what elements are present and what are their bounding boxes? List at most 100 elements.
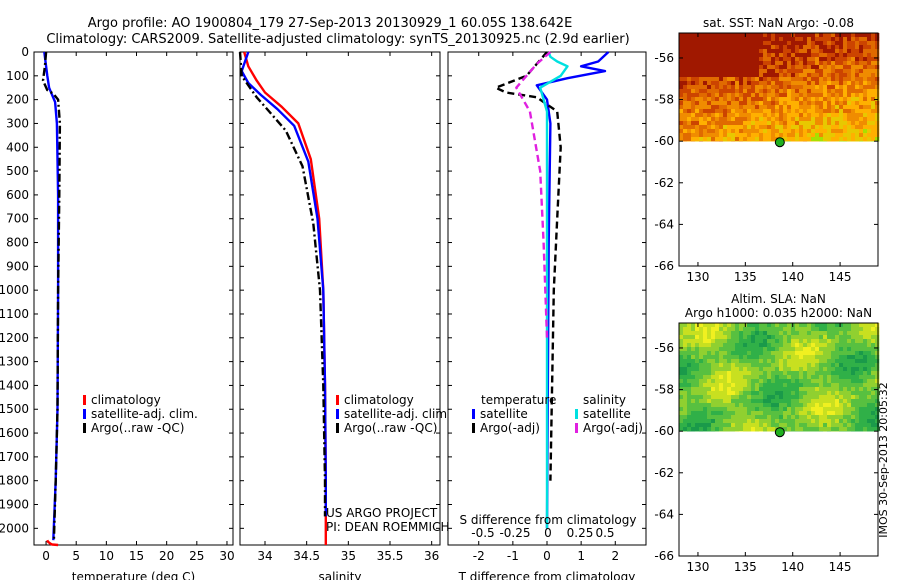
s-tick-label: -0.25 [499, 526, 530, 540]
heatmap-cell [723, 37, 728, 42]
heatmap-cell [815, 407, 820, 412]
heatmap-cell [755, 355, 760, 360]
heatmap-cell [707, 395, 712, 400]
heatmap-cell [851, 93, 856, 98]
heatmap-cell [859, 415, 864, 420]
heatmap-cell [787, 89, 792, 94]
heatmap-cell [751, 359, 756, 364]
heatmap-cell [747, 359, 752, 364]
heatmap-cell [739, 359, 744, 364]
heatmap-cell [707, 347, 712, 352]
heatmap-cell [791, 351, 796, 356]
heatmap-cell [867, 335, 872, 340]
heatmap-cell [819, 395, 824, 400]
heatmap-cell [691, 347, 696, 352]
heatmap-cell [691, 93, 696, 98]
heatmap-cell [743, 109, 748, 114]
heatmap-cell [703, 355, 708, 360]
heatmap-cell [783, 105, 788, 110]
heatmap-cell [759, 33, 764, 38]
heatmap-cell [687, 383, 692, 388]
heatmap-cell [695, 109, 700, 114]
heatmap-cell [871, 33, 876, 38]
heatmap-cell [867, 105, 872, 110]
legend-label: Argo(..raw -QC) [344, 421, 437, 435]
heatmap-cell [731, 129, 736, 134]
heatmap-cell [863, 327, 868, 332]
heatmap-cell [751, 81, 756, 86]
heatmap-cell [771, 351, 776, 356]
heatmap-cell [859, 375, 864, 380]
heatmap-cell [727, 121, 732, 126]
heatmap-cell [811, 33, 816, 38]
heatmap-cell [819, 113, 824, 118]
heatmap-cell [695, 415, 700, 420]
heatmap-cell [683, 355, 688, 360]
heatmap-cell [867, 363, 872, 368]
heatmap-cell [819, 343, 824, 348]
heatmap-cell [775, 379, 780, 384]
heatmap-cell [779, 113, 784, 118]
heatmap-cells [679, 33, 880, 142]
heatmap-cell [831, 33, 836, 38]
heatmap-cell [783, 331, 788, 336]
heatmap-cell [827, 137, 832, 142]
heatmap-cell [867, 69, 872, 74]
heatmap-cell [731, 97, 736, 102]
heatmap-cell [867, 133, 872, 138]
heatmap-cell [771, 327, 776, 332]
heatmap-cell [735, 49, 740, 54]
heatmap-cell [863, 367, 868, 372]
heatmap-cell [699, 367, 704, 372]
heatmap-cell [863, 383, 868, 388]
heatmap-cell [795, 77, 800, 82]
heatmap-cell [687, 427, 692, 432]
heatmap-cell [775, 133, 780, 138]
heatmap-cell [855, 387, 860, 392]
heatmap-cell [727, 81, 732, 86]
heatmap-cell [859, 41, 864, 46]
heatmap-cell [711, 125, 716, 130]
heatmap-cell [855, 37, 860, 42]
heatmap-cell [807, 129, 812, 134]
heatmap-cell [851, 125, 856, 130]
heatmap-cell [763, 41, 768, 46]
heatmap-cell [859, 97, 864, 102]
heatmap-cell [779, 57, 784, 62]
heatmap-cell [835, 351, 840, 356]
heatmap-cell [739, 57, 744, 62]
heatmap-cell [799, 355, 804, 360]
heatmap-cell [815, 359, 820, 364]
heatmap-cell [875, 359, 880, 364]
x-tick-label: 0 [543, 549, 551, 563]
heatmap-cell [799, 415, 804, 420]
heatmap-cell [727, 109, 732, 114]
heatmap-cell [863, 415, 868, 420]
heatmap-cell [731, 125, 736, 130]
heatmap-cell [851, 375, 856, 380]
heatmap-cell [811, 81, 816, 86]
heatmap-cell [811, 101, 816, 106]
heatmap-cell [679, 89, 684, 94]
heatmap-cell [747, 41, 752, 46]
heatmap-cell [687, 41, 692, 46]
heatmap-cell [799, 383, 804, 388]
heatmap-cell [743, 327, 748, 332]
heatmap-cell [735, 109, 740, 114]
heatmap-cell [799, 53, 804, 58]
heatmap-cell [731, 399, 736, 404]
heatmap-cell [739, 77, 744, 82]
heatmap-cell [715, 117, 720, 122]
heatmap-cell [703, 423, 708, 428]
heatmap-cell [807, 33, 812, 38]
heatmap-cell [859, 125, 864, 130]
heatmap-cell [695, 375, 700, 380]
heatmap-cell [727, 65, 732, 70]
legend-label: satellite [480, 407, 528, 421]
heatmap-cell [707, 339, 712, 344]
heatmap-cell [843, 113, 848, 118]
heatmap-cell [747, 339, 752, 344]
heatmap-cell [807, 347, 812, 352]
heatmap-cell [779, 117, 784, 122]
heatmap-cell [787, 113, 792, 118]
